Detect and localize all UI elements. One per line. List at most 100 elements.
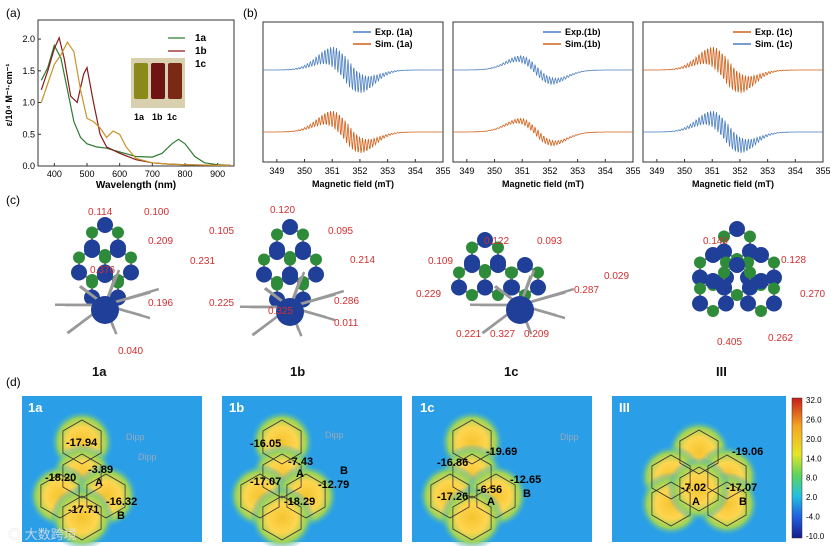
colorbar-tick: 26.0 [806, 415, 822, 424]
legend-text: Sim.(1b) [565, 39, 601, 49]
spin-lobe [99, 251, 112, 264]
molecule-1 [54, 217, 160, 335]
molecule-label-III: III [716, 364, 727, 379]
x-tick-label: 400 [47, 169, 62, 179]
legend-text: Sim. (1a) [375, 39, 413, 49]
y-tick-label: 2.0 [22, 34, 35, 44]
spin-lobe [476, 279, 493, 296]
spin-lobe [741, 279, 758, 296]
x-tick-label: 354 [598, 166, 613, 176]
spin-lobe [284, 253, 297, 266]
molecule-label-1b: 1b [290, 364, 306, 379]
x-axis-label: Wavelength (nm) [96, 180, 176, 190]
x-tick-label: 350 [677, 166, 692, 176]
ring-outline [707, 454, 747, 500]
series-line-1a [40, 43, 231, 166]
epr-panel-1b: 349 350 351 352 353 354 355 Magnetic field (mT)… [452, 21, 641, 189]
nics-map-1 [22, 396, 202, 546]
spin-lobe [122, 264, 139, 281]
spin-lobe [276, 298, 304, 326]
colorbar-tick: 32.0 [806, 396, 822, 405]
ring-outline [651, 454, 691, 500]
spin-lobe [742, 256, 755, 269]
ring-outline [476, 473, 516, 519]
x-axis-label: Magnetic field (mT) [502, 179, 584, 189]
x-tick-label: 355 [815, 166, 830, 176]
spin-lobe [110, 242, 126, 258]
ring-outline [707, 481, 747, 527]
ring-outline [240, 473, 280, 519]
vial-label-1c: 1c [167, 112, 177, 122]
legend-text: Sim. (1c) [755, 39, 793, 49]
spin-lobe [124, 251, 137, 264]
spin-lobe [718, 230, 731, 243]
spin-lobe [453, 266, 466, 279]
x-tick-label: 352 [542, 166, 557, 176]
plot-frame [452, 21, 634, 163]
spin-lobe [731, 289, 743, 301]
molecule-2 [239, 219, 345, 337]
x-tick-label: 350 [487, 166, 502, 176]
spin-lobe [271, 278, 284, 291]
panel-label-c: (c) [6, 193, 20, 207]
ring-outline [430, 473, 470, 519]
watermark: ◎ 大数跨境 [8, 527, 77, 542]
vial-1b [151, 63, 165, 99]
vial-1a [134, 63, 148, 99]
spin-lobe [529, 279, 546, 296]
nics-map-3 [412, 396, 592, 546]
uv-vis-chart: 400 500 600 700 800 900 0.0 0.5 1.0 1.5 2.0 Wavele… [4, 19, 235, 190]
spin-lobe [729, 221, 745, 237]
legend-text: Exp. (1a) [375, 27, 413, 37]
ring-outline [40, 473, 80, 519]
y-tick-label: 1.0 [22, 98, 35, 108]
ring-outline [62, 453, 102, 499]
spin-lobe [269, 244, 285, 260]
x-tick-label: 349 [269, 166, 284, 176]
spin-lobe [506, 266, 519, 279]
molecule-3 [451, 232, 575, 335]
nics-map-4 [612, 396, 786, 542]
x-tick-label: 900 [210, 169, 225, 179]
spin-lobe [531, 266, 544, 279]
spin-lobe [91, 296, 119, 324]
spin-lobe [755, 305, 767, 317]
x-tick-label: 355 [625, 166, 640, 176]
colorbar-tick: 2.0 [806, 493, 818, 502]
spin-lobe [504, 279, 521, 296]
series-line-1c [40, 41, 231, 166]
x-tick-label: 351 [325, 166, 340, 176]
plot-frame [37, 19, 235, 167]
x-tick-label: 352 [352, 166, 367, 176]
spin-lobe [464, 257, 480, 273]
x-tick-label: 350 [297, 166, 312, 176]
ring-outline [452, 495, 492, 541]
vial-1c [168, 63, 182, 99]
legend-text: Exp.(1b) [565, 27, 601, 37]
spin-lobe [282, 269, 298, 285]
spin-lobe [743, 230, 756, 243]
spin-lobe [478, 266, 491, 279]
spin-lobe [694, 282, 707, 295]
spin-lobe [86, 226, 99, 239]
legend-text-1c: 1c [195, 59, 207, 70]
vial-label-1b: 1b [152, 112, 163, 122]
x-tick-label: 354 [788, 166, 803, 176]
colorbar-tick: 20.0 [806, 435, 822, 444]
epr-trace [453, 117, 633, 147]
epr-trace [643, 110, 823, 154]
spin-lobe [517, 257, 533, 273]
ring-outline [679, 429, 719, 475]
x-axis-label: Magnetic field (mT) [312, 179, 394, 189]
spin-lobe [282, 219, 298, 235]
y-tick-label: 0.0 [22, 161, 35, 171]
vial-label-1a: 1a [134, 112, 145, 122]
y-axis-label: ε/10⁴ M⁻¹·cm⁻¹ [4, 64, 14, 127]
spin-lobe [740, 295, 757, 312]
spin-lobe [296, 228, 309, 241]
spin-lobe [477, 232, 493, 248]
spin-lobe [309, 253, 322, 266]
x-tick-label: 351 [705, 166, 720, 176]
spin-lobe [765, 269, 782, 286]
epr-panel-1c: 349 350 351 352 353 354 355 Magnetic field (mT)… [642, 21, 831, 189]
